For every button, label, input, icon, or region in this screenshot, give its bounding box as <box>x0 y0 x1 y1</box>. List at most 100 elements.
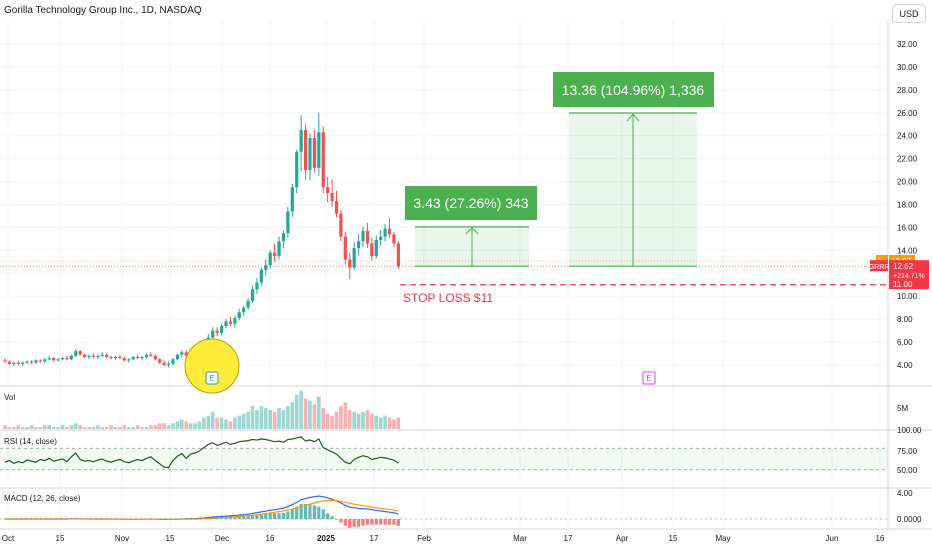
candle-body <box>131 356 135 360</box>
candle-body <box>74 351 78 356</box>
candle-body <box>122 358 126 361</box>
macd-histogram-bar <box>361 519 365 526</box>
volume-bar <box>82 427 87 429</box>
macd-histogram-bar <box>343 519 347 526</box>
rsi-line <box>4 436 399 469</box>
y-tick-label: 18.00 <box>897 201 918 210</box>
candles <box>3 112 400 368</box>
x-tick-label: 15 <box>166 534 175 543</box>
x-tick-label: Oct <box>2 534 15 543</box>
volume-bar <box>241 413 246 429</box>
volume-bar <box>29 425 34 429</box>
candle-body <box>82 354 87 357</box>
candle-body <box>348 259 352 268</box>
volume-bar <box>370 413 374 429</box>
volume-bar <box>299 391 303 429</box>
volume-bar <box>166 425 171 429</box>
volume-bar <box>303 398 308 429</box>
target2-label: 13.36 (104.96%) 1,336 <box>562 82 705 98</box>
candle-body <box>277 241 281 257</box>
candle-body <box>162 362 166 365</box>
macd-histogram-bar <box>237 516 241 519</box>
candle-body <box>286 211 290 234</box>
candle-body <box>303 129 308 171</box>
chart-title: Gorilla Technology Group Inc., 1D, NASDA… <box>4 5 202 16</box>
candle-body <box>127 359 131 361</box>
y-tick-label: 20.00 <box>897 178 918 187</box>
x-tick-label: 2025 <box>317 534 335 543</box>
volume-bar <box>206 415 211 429</box>
macd-histogram-bar <box>321 509 325 519</box>
macd-histogram-bar <box>242 515 246 519</box>
volume-bar <box>268 410 272 429</box>
earnings-highlight <box>184 338 240 394</box>
candle-body <box>396 243 400 267</box>
price-change: +214.71% <box>893 273 925 280</box>
volume-bar <box>219 417 224 429</box>
volume-bar <box>188 423 193 429</box>
x-tick-label: Jun <box>826 534 839 543</box>
macd-histogram-bar <box>383 519 387 525</box>
candle-body <box>299 129 303 152</box>
x-tick-label: 16 <box>266 534 275 543</box>
volume-bar <box>69 425 74 429</box>
earnings-badge <box>205 371 219 385</box>
target1-arrowhead <box>465 227 479 235</box>
signal-line <box>5 499 399 520</box>
volume-bar <box>387 417 392 429</box>
y-tick-label: 32.00 <box>897 40 918 49</box>
candle-body <box>78 351 82 355</box>
candle-body <box>166 363 171 365</box>
volume-bar <box>321 408 326 429</box>
macd-histogram-bar <box>281 512 286 519</box>
volume-bar <box>16 425 21 429</box>
volume-bar <box>334 411 339 429</box>
candle-body <box>52 358 56 361</box>
volume-bar <box>175 421 180 429</box>
target2-arrowhead <box>626 113 640 122</box>
x-tick-label: 17 <box>370 534 379 543</box>
volume-bar <box>104 427 109 429</box>
volume-bar <box>312 404 317 429</box>
volume-bar <box>361 411 365 429</box>
candle-body <box>113 356 118 359</box>
rsi-band <box>0 448 888 470</box>
volume-bar <box>290 402 295 429</box>
candle-body <box>321 132 325 188</box>
macd-histogram-bar <box>330 516 334 519</box>
volume-bar <box>171 423 175 429</box>
volume-bar <box>149 425 153 429</box>
volume-bar <box>109 425 113 429</box>
macd-pane: MACD (12, 26, close) 4.00 0.0000 <box>0 489 922 528</box>
candle-body <box>374 240 378 257</box>
volume-bar <box>343 402 348 429</box>
candle-body <box>91 355 95 357</box>
volume-bar <box>7 427 12 429</box>
macd-histogram-bar <box>299 503 303 519</box>
y-tick-label: 10.00 <box>897 292 918 301</box>
candle-body <box>246 300 250 308</box>
macd-histogram-bar <box>365 519 370 525</box>
macd-histogram-bar <box>348 519 352 528</box>
candle-body <box>87 355 91 357</box>
volume-bar <box>180 419 184 429</box>
volume-bar <box>47 425 51 429</box>
currency-button[interactable]: USD <box>892 4 926 23</box>
macd-histogram-bar <box>303 503 308 519</box>
candle-body <box>25 361 29 363</box>
candle-body <box>69 355 73 360</box>
rsi-tick: 50.00 <box>897 466 918 475</box>
candle-body <box>16 362 20 364</box>
macd-histogram-bar <box>396 519 400 526</box>
macd-histogram-bar <box>255 514 259 519</box>
macd-histogram-bar <box>326 513 330 519</box>
candle-body <box>383 228 387 237</box>
x-tick-label: Nov <box>115 534 129 543</box>
candle-body <box>259 269 263 283</box>
x-tick-label: 15 <box>669 534 678 543</box>
volume-bar <box>144 427 149 429</box>
macd-histogram-bar <box>334 519 339 520</box>
volume-bar <box>317 396 321 429</box>
macd-histogram-bar <box>277 513 281 519</box>
candle-body <box>295 151 299 188</box>
